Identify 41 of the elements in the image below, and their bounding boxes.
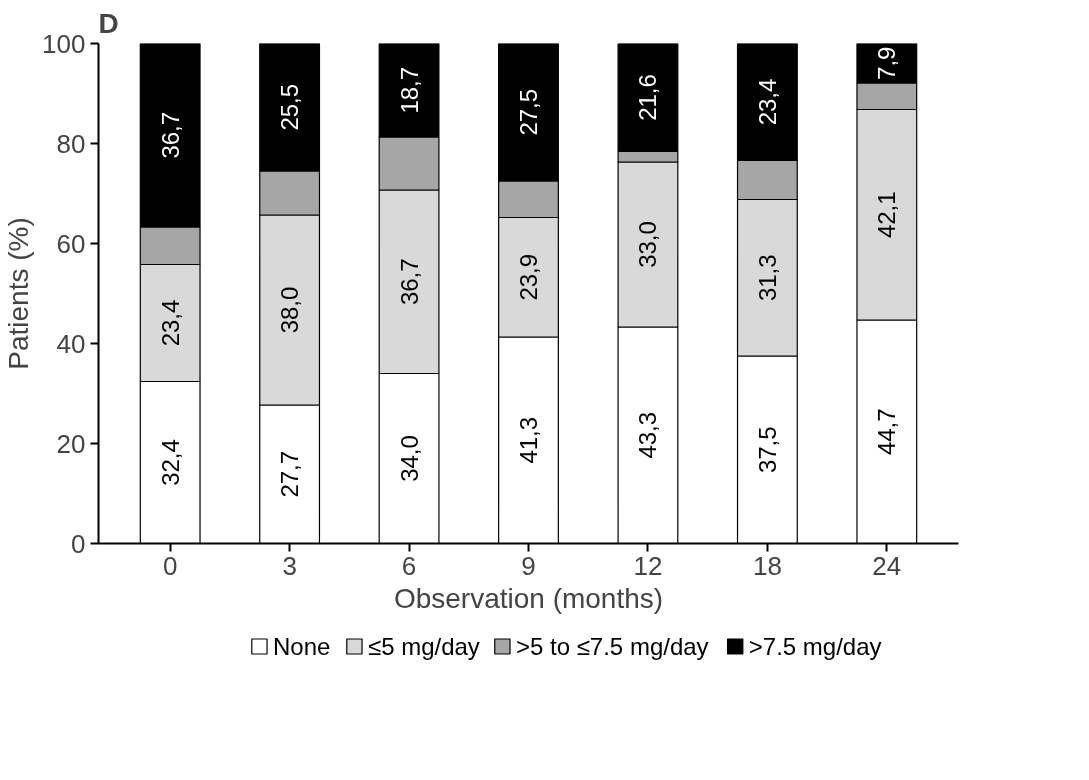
data-label: 44,7 (873, 408, 901, 456)
y-axis-title: Patients (%) (3, 217, 35, 370)
data-label: 43,3 (634, 411, 662, 459)
data-label: 25,5 (276, 83, 304, 131)
y-tick-label: 60 (56, 228, 86, 259)
data-label: 31,3 (753, 254, 781, 302)
data-label: 21,6 (634, 74, 662, 121)
data-label: 18,7 (395, 66, 423, 114)
data-label: 27,5 (515, 88, 542, 136)
legend-label: >5 to ≤7.5 mg/day (515, 633, 709, 660)
data-label: 27,7 (276, 450, 304, 498)
x-tick-label: 12 (633, 550, 663, 581)
x-tick-label: 0 (162, 550, 178, 581)
data-label: 36,7 (395, 258, 423, 306)
data-label: 34,0 (395, 435, 423, 482)
y-tick-label: 20 (56, 428, 86, 459)
data-label: 32,4 (156, 439, 184, 486)
x-tick-label: 6 (401, 550, 417, 581)
data-label: 7,9 (873, 46, 901, 80)
legend-label: >7.5 mg/day (748, 633, 882, 660)
x-tick-label: 9 (521, 550, 536, 581)
x-tick-label: 3 (282, 550, 297, 581)
data-label: 23,9 (515, 253, 542, 301)
y-tick-label: 80 (56, 128, 86, 159)
y-tick-label: 100 (42, 28, 86, 59)
x-tick-label: 24 (872, 550, 902, 581)
legend-label: ≤5 mg/day (367, 633, 480, 660)
data-label: 38,0 (276, 286, 304, 334)
text: D (98, 7, 119, 39)
data-label: 36,7 (156, 111, 184, 159)
data-label: 42,1 (873, 191, 901, 239)
data-label: 41,3 (515, 416, 542, 464)
data-label: 23,4 (156, 299, 184, 347)
legend-label: None (272, 633, 331, 660)
y-tick-label: 0 (71, 528, 86, 559)
x-tick-label: 18 (752, 550, 782, 581)
data-label: 33,0 (634, 221, 662, 268)
data-label: 37,5 (753, 426, 781, 474)
x-axis-title: Observation (months) (393, 582, 664, 614)
data-label: 23,4 (753, 78, 781, 126)
y-tick-label: 40 (56, 328, 86, 359)
